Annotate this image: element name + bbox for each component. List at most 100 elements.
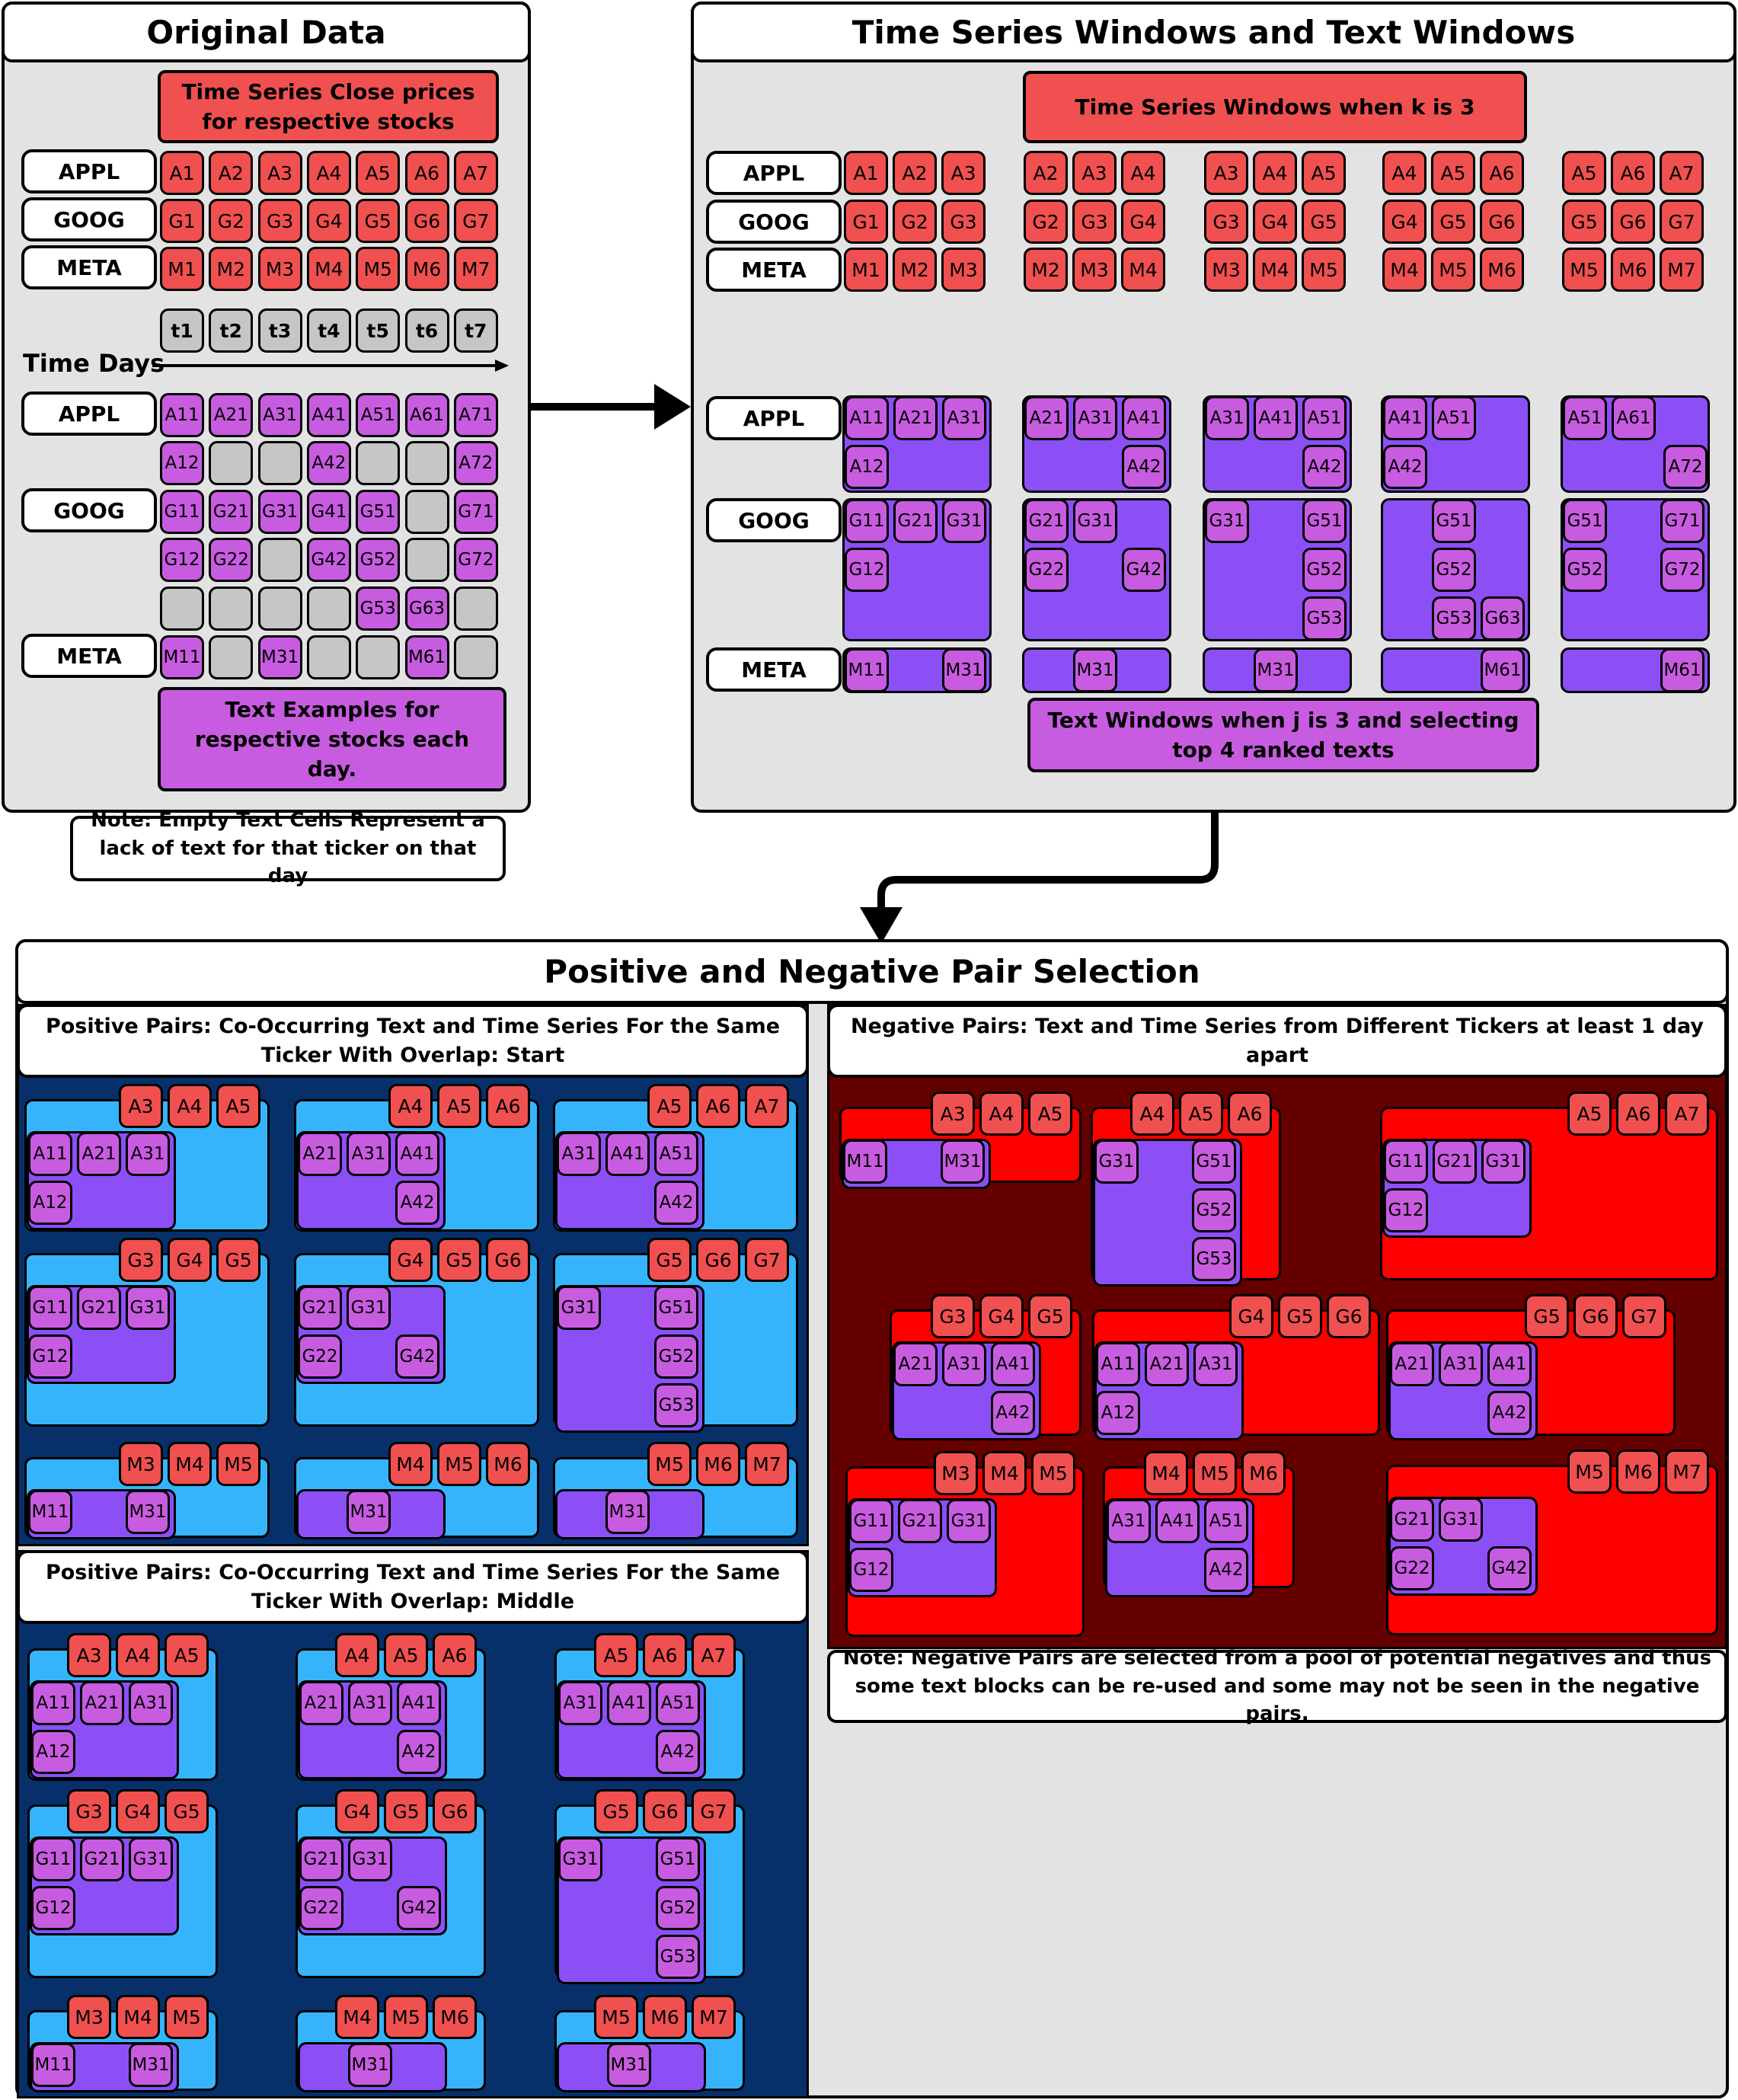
ticker-label-meta: META [21, 245, 157, 289]
ts-cell: G5 [216, 1238, 260, 1282]
ts-cell: A5 [1302, 151, 1346, 195]
ts-cell: G6 [1480, 200, 1524, 244]
text-cell: M31 [1254, 648, 1298, 692]
ts-cell: G5 [647, 1238, 692, 1282]
text-cell: G53 [656, 1935, 700, 1979]
empty-text-cell [404, 490, 449, 534]
text-cell: G21 [1024, 499, 1069, 543]
empty-text-cell [160, 587, 204, 631]
text-cell: A72 [1663, 445, 1708, 489]
text-cell: G22 [1390, 1546, 1434, 1590]
ts-cell: M3 [67, 1995, 111, 2039]
ts-cell: M5 [647, 1442, 692, 1486]
text-cell: G21 [77, 1286, 121, 1330]
text-cell: G12 [31, 1886, 75, 1930]
ts-cell: A6 [433, 1633, 477, 1677]
text-cell: A21 [893, 396, 938, 440]
text-cell: A42 [991, 1391, 1035, 1435]
text-cell: G22 [299, 1886, 343, 1930]
text-cell: G31 [557, 1286, 601, 1330]
text-cell: G63 [404, 587, 449, 631]
text-cell: A21 [1390, 1342, 1434, 1386]
text-cell: A51 [1204, 1499, 1248, 1543]
ts-cell: A4 [979, 1092, 1024, 1136]
time-axis-arrow [152, 360, 509, 372]
text-window-ticker-label-meta: META [706, 647, 842, 692]
text-cell: G51 [1302, 499, 1347, 543]
ts-cell: M4 [1253, 248, 1297, 292]
ts-cell: A1 [844, 151, 888, 195]
text-cell: A41 [395, 1132, 439, 1176]
text-cell: G52 [1192, 1188, 1236, 1232]
text-cell: M61 [1660, 648, 1704, 692]
ts-cell: A5 [594, 1633, 638, 1677]
text-cell: G31 [257, 490, 302, 534]
ts-cell: G4 [1253, 200, 1297, 244]
text-cell: M31 [942, 648, 986, 692]
ts-cell: M5 [1193, 1451, 1237, 1495]
empty-text-cell [404, 441, 449, 485]
text-cell: G42 [1122, 548, 1166, 592]
ts-cell: G2 [1024, 200, 1068, 244]
ts-cell: M6 [1611, 248, 1655, 292]
text-cell: G31 [129, 1837, 173, 1881]
text-cell: M31 [941, 1139, 985, 1184]
empty-text-cell [209, 587, 254, 631]
ts-cell: M5 [356, 247, 401, 291]
text-cell: G41 [306, 490, 351, 534]
ts-cell: M3 [1072, 248, 1117, 292]
ts-cell: G5 [1431, 200, 1475, 244]
ts-cell: G7 [692, 1789, 736, 1833]
text-cell: A11 [28, 1132, 72, 1176]
empty-cells-note: Note: Empty Text Cells Represent a lack … [70, 809, 506, 887]
ts-cell: A5 [165, 1633, 209, 1677]
text-cell: G51 [656, 1837, 700, 1881]
text-cell: M31 [257, 635, 302, 679]
text-cell: G11 [1384, 1139, 1428, 1184]
ts-cell: M7 [1660, 248, 1704, 292]
text-cell: A51 [1432, 396, 1476, 440]
day-cell: t1 [160, 308, 204, 353]
text-cell: G42 [395, 1334, 439, 1379]
text-cell: G53 [1302, 596, 1347, 641]
time-days-label: Time Days [23, 349, 165, 378]
ts-cell: A3 [1204, 151, 1248, 195]
ts-cell: G6 [486, 1238, 530, 1282]
empty-text-cell [209, 441, 254, 485]
text-cell: A11 [31, 1681, 75, 1725]
text-cell: G12 [160, 538, 204, 582]
text-cell: G51 [1563, 499, 1607, 543]
text-cell: M31 [605, 1490, 650, 1534]
ts-cell: M6 [1616, 1450, 1660, 1494]
ts-cell: A3 [257, 151, 302, 195]
text-cell: A42 [397, 1730, 441, 1774]
ts-cell: G3 [1204, 200, 1248, 244]
empty-text-cell [257, 441, 302, 485]
text-cell: G11 [160, 490, 204, 534]
empty-text-cell [257, 538, 302, 582]
text-cell: G31 [1481, 1139, 1526, 1184]
text-cell: G21 [898, 1499, 942, 1543]
text-window-ticker-label-appl: APPL [706, 396, 842, 440]
text-cell: A11 [845, 396, 889, 440]
window-ticker-label-appl: APPL [706, 151, 842, 195]
text-cell: G12 [28, 1334, 72, 1379]
day-cell: t5 [356, 308, 401, 353]
text-cell: A51 [656, 1681, 700, 1725]
ts-cell: M5 [594, 1995, 638, 2039]
ts-cell: M5 [1302, 248, 1346, 292]
text-cell: A31 [1107, 1499, 1151, 1543]
text-cell: G52 [1302, 548, 1347, 592]
ts-cell: G7 [1622, 1294, 1666, 1338]
text-ticker-label-goog: GOOG [21, 488, 157, 532]
ts-cell: G5 [1562, 200, 1606, 244]
text-cell: G21 [1433, 1139, 1477, 1184]
text-cell: A11 [160, 393, 204, 437]
ts-cell: G3 [941, 200, 986, 244]
negative-title: Negative Pairs: Text and Time Series fro… [827, 1004, 1727, 1078]
text-cell: A31 [942, 1342, 986, 1386]
ts-cell: A6 [486, 1084, 530, 1128]
ts-cell: A4 [388, 1084, 433, 1128]
negative-note: Note: Negative Pairs are selected from a… [827, 1647, 1727, 1725]
text-cell: M31 [126, 1490, 170, 1534]
